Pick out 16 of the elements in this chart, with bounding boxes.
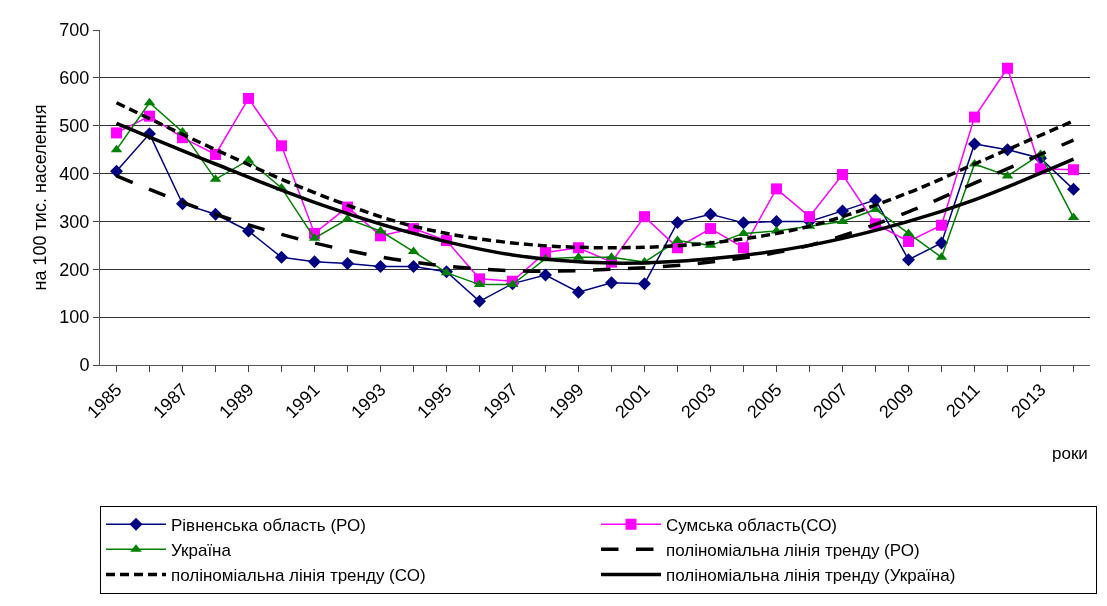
y-tick-label: 200 — [59, 259, 90, 280]
y-tick-label: 700 — [59, 20, 90, 41]
legend-label: Сумська область(СО) — [666, 515, 838, 535]
y-axis-title: на 100 тис. населення — [29, 104, 50, 291]
y-tick-label: 300 — [59, 211, 90, 232]
legend-label: поліноміальна лінія тренду (Україна) — [666, 566, 956, 586]
y-tick-label: 600 — [59, 68, 90, 89]
legend-label: поліноміальна лінія тренду (СО) — [171, 566, 426, 586]
legend-label: Рівненська область (РО) — [171, 515, 366, 535]
legend-label: поліноміальна лінія тренду (РО) — [666, 540, 920, 560]
y-tick-label: 500 — [59, 116, 90, 137]
legend-label: Україна — [171, 540, 232, 560]
y-tick-label: 100 — [59, 307, 90, 328]
x-axis-title: роки — [1052, 444, 1088, 463]
y-tick-label: 400 — [59, 163, 90, 184]
y-tick-label: 0 — [79, 355, 90, 376]
